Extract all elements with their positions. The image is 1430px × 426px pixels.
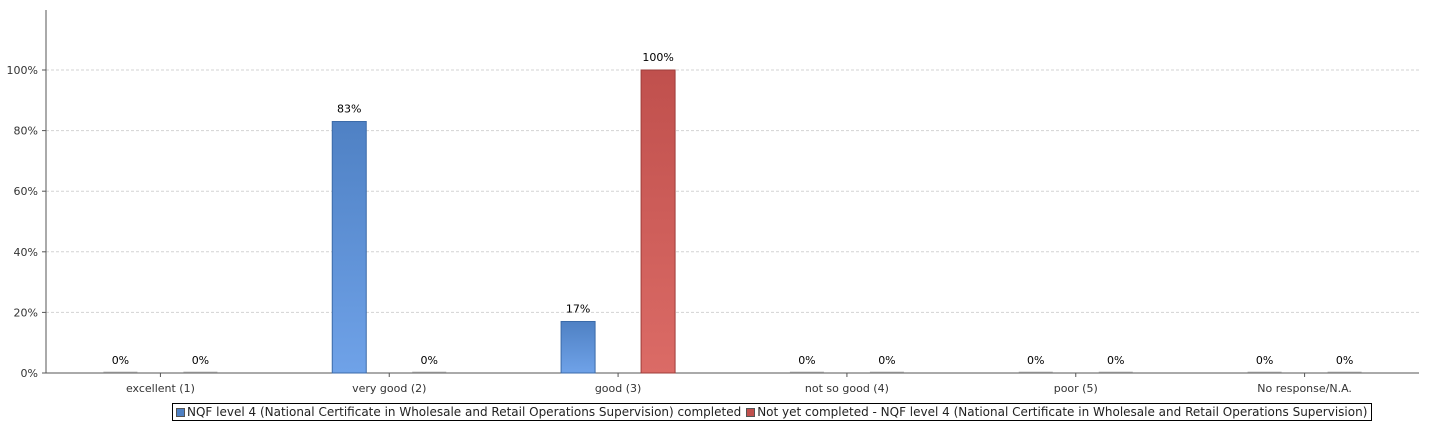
data-label: 100%: [642, 51, 673, 64]
y-tick-label: 20%: [14, 306, 38, 319]
legend-swatch-not-yet-completed: [746, 407, 756, 417]
data-label: 0%: [1107, 354, 1124, 367]
y-tick-label: 60%: [14, 185, 38, 198]
legend-item-completed: NQF level 4 (National Certificate in Who…: [175, 405, 741, 419]
x-tick-label: not so good (4): [805, 382, 889, 395]
x-tick-label: poor (5): [1054, 382, 1098, 395]
data-label: 0%: [192, 354, 209, 367]
data-label: 0%: [878, 354, 895, 367]
bar-chart: 0% 20% 40% 60% 80% 100% excellent (1) very goo…: [7, 10, 1419, 395]
data-label: 0%: [112, 354, 129, 367]
legend-label-completed: NQF level 4 (National Certificate in Who…: [187, 405, 742, 419]
legend: NQF level 4 (National Certificate in Who…: [172, 403, 1373, 421]
y-tick-label: 40%: [14, 246, 38, 259]
x-axis: excellent (1) very good (2) good (3) not so…: [46, 372, 1419, 395]
y-tick-label: 80%: [14, 125, 38, 138]
data-label: 83%: [337, 103, 361, 116]
bar-completed: [331, 121, 367, 374]
data-label: 0%: [798, 354, 815, 367]
data-label: 17%: [566, 302, 590, 315]
y-tick-label: 100%: [7, 64, 38, 77]
x-tick-label: very good (2): [352, 382, 426, 395]
data-label: 0%: [1336, 354, 1353, 367]
legend-label-not-yet-completed: Not yet completed - NQF level 4 (Nationa…: [757, 405, 1368, 419]
data-labels: 0% 0% 83% 0% 17% 100% 0% 0% 0% 0% 0% 0%: [112, 51, 1354, 367]
x-tick-label: good (3): [595, 382, 642, 395]
bar-completed: [560, 320, 596, 374]
data-label: 0%: [1256, 354, 1273, 367]
bar-not-yet-completed: [640, 69, 676, 374]
legend-item-not-yet-completed: Not yet completed - NQF level 4 (Nationa…: [745, 405, 1367, 419]
y-axis: 0% 20% 40% 60% 80% 100%: [7, 10, 47, 380]
x-tick-label: No response/N.A.: [1257, 382, 1352, 395]
legend-swatch-completed: [176, 407, 185, 417]
gridlines: [46, 69, 1419, 313]
data-label: 0%: [421, 354, 438, 367]
bars: [103, 69, 1362, 374]
y-tick-label: 0%: [21, 367, 38, 380]
x-tick-label: excellent (1): [126, 382, 195, 395]
data-label: 0%: [1027, 354, 1044, 367]
